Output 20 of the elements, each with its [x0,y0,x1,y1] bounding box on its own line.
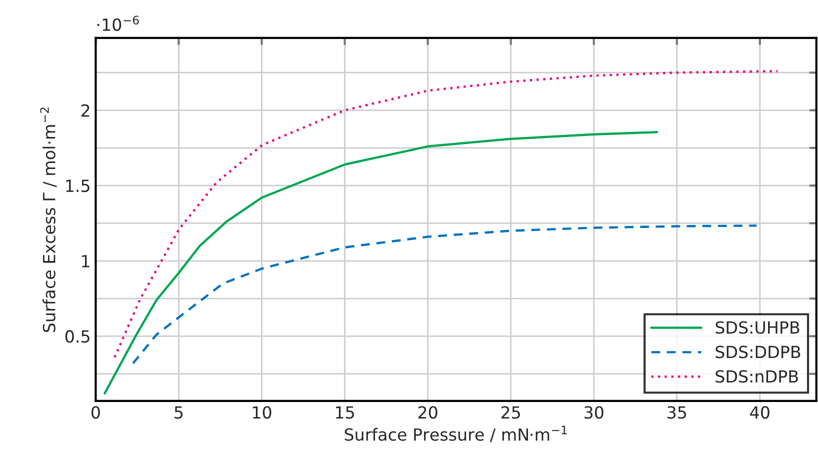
x-tick-label: 5 [174,406,183,419]
x-tick-label: 25 [501,406,520,419]
line-series [104,130,658,395]
x-tick-label: 20 [418,406,438,419]
legend-label: SDS:UHPB [716,321,800,334]
x-axis-title: Surface Pressure / mN·m$^{−1}$ [344,426,567,442]
text: ·10$^{−6}$ [97,16,139,31]
y-axis-title: Surface Excess Γ / mol·m$^{−2}$ [40,108,57,332]
x-tick-label: 10 [252,406,272,419]
x-tick-label: 30 [584,406,604,419]
legend-label: SDS:nDPB [716,370,798,383]
x-tick-label: 35 [668,406,686,419]
y-tick-label: 2 [81,104,90,117]
x-tick-label: 15 [336,406,354,419]
x-tick-label: 0 [92,406,100,419]
y-tick-label: 0.5 [65,330,90,343]
y-tick-label: 1 [82,255,90,268]
legend-label: SDS:DDPB [716,346,800,358]
y-tick-label: 1.5 [66,180,90,192]
x-tick-label: 40 [750,406,770,419]
